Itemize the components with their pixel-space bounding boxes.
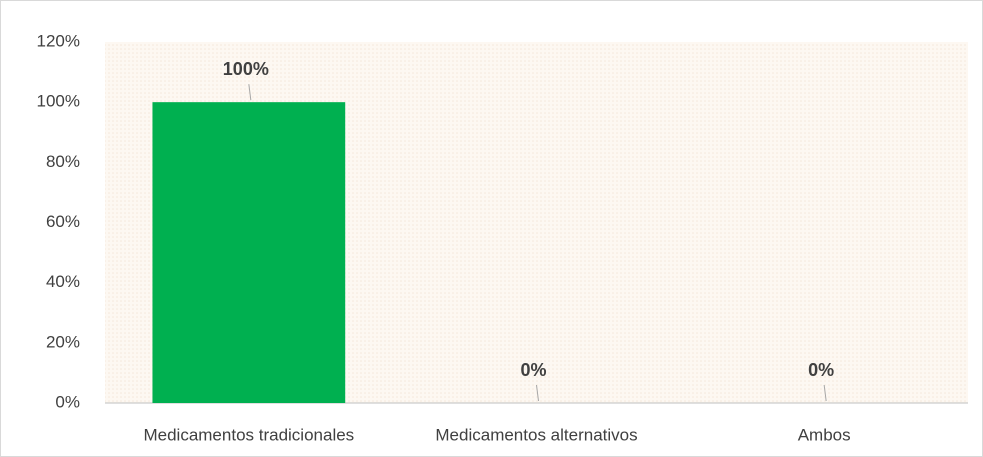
leader-line: [823, 384, 827, 402]
y-tick-label: 60%: [46, 212, 80, 231]
x-tick-label: Medicamentos alternativos: [435, 425, 637, 444]
y-tick-label: 40%: [46, 272, 80, 291]
value-label: 0%: [808, 360, 834, 380]
y-tick-label: 100%: [37, 92, 80, 111]
value-label: 100%: [223, 59, 269, 79]
y-tick-label: 0%: [55, 392, 80, 411]
leader-line: [248, 84, 252, 101]
leader-line: [536, 384, 539, 402]
x-tick-label: Medicamentos tradicionales: [143, 425, 354, 444]
bar: [152, 102, 346, 404]
value-label: 0%: [520, 360, 546, 380]
y-tick-label: 120%: [37, 31, 80, 50]
x-tick-label: Ambos: [798, 425, 851, 444]
y-tick-label: 20%: [46, 332, 80, 351]
y-tick-label: 80%: [46, 152, 80, 171]
